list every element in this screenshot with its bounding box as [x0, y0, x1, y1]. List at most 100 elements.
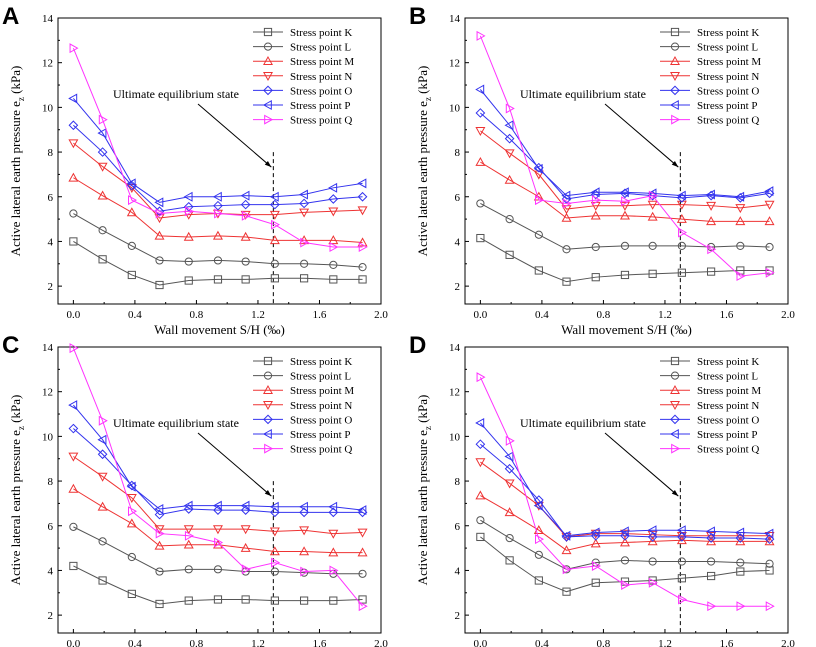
data-point [213, 256, 223, 265]
data-point [240, 525, 251, 535]
data-point [269, 546, 280, 556]
data-point [68, 400, 78, 411]
y-axis-label: Active lateral earth pressure ez (kPa) [415, 395, 433, 586]
data-point [736, 567, 745, 576]
data-point [154, 197, 164, 208]
legend-label: Stress point P [290, 100, 351, 112]
data-point [126, 207, 137, 217]
data-point [68, 93, 78, 104]
series-line [73, 428, 363, 516]
data-point [97, 434, 107, 445]
data-point [476, 372, 486, 383]
annotation-arrow-line [197, 103, 272, 168]
data-point [505, 103, 515, 114]
y-tick-label: 6 [455, 192, 461, 204]
x-tick-label: 0.8 [597, 638, 611, 647]
data-point [358, 242, 368, 253]
data-point [329, 242, 339, 253]
data-point [97, 162, 108, 172]
series-line [73, 456, 363, 535]
data-point [213, 275, 223, 284]
data-point [476, 30, 486, 41]
x-tick-label: 0.8 [190, 638, 204, 647]
y-axis-label: Active lateral earth pressure ez (kPa) [8, 66, 26, 257]
y-axis-label-subscript: z [16, 426, 26, 430]
data-point [619, 210, 630, 220]
series-line [73, 177, 363, 244]
data-point [736, 271, 746, 282]
x-tick-label: 1.2 [251, 638, 265, 647]
data-point [534, 230, 543, 239]
data-point [678, 594, 688, 605]
data-point [241, 595, 250, 604]
legend-label: Stress point O [697, 414, 759, 426]
data-point [184, 565, 193, 574]
legend-label: Stress point N [290, 400, 352, 412]
series-line [480, 237, 770, 283]
data-point [69, 343, 79, 354]
y-axis-label-main: Active lateral earth pressure e [415, 101, 430, 256]
data-point [591, 273, 600, 282]
series-line [72, 404, 363, 511]
data-point [328, 207, 339, 217]
data-point [765, 267, 775, 278]
legend-label: Stress point Q [290, 444, 352, 456]
y-tick-label: 10 [449, 102, 461, 114]
x-tick-label: 0.4 [128, 309, 142, 321]
legend-label: Stress point O [290, 85, 352, 97]
data-point [269, 191, 279, 202]
legend-label: Stress point M [697, 385, 761, 397]
data-point [706, 267, 716, 276]
data-point [535, 534, 544, 545]
series-stress-point-q [69, 43, 368, 253]
y-axis-label-unit: (kPa) [8, 395, 23, 426]
data-point [126, 481, 136, 492]
data-point [764, 186, 774, 197]
data-point [647, 211, 658, 221]
x-tick-label: 0.4 [128, 638, 142, 647]
data-point [155, 567, 164, 576]
y-tick-label: 10 [42, 431, 54, 443]
legend-label: Stress point M [290, 385, 354, 397]
y-tick-label: 14 [449, 342, 461, 354]
data-point [69, 43, 79, 54]
data-point [735, 191, 745, 202]
legend-marker [670, 27, 680, 37]
data-point [505, 533, 514, 543]
y-axis-label-subscript: z [16, 97, 26, 101]
series-line [73, 565, 363, 605]
data-point [476, 516, 485, 525]
data-point [98, 537, 107, 546]
y-axis-label-unit: (kPa) [415, 395, 430, 426]
data-point [621, 579, 631, 590]
data-point [475, 127, 486, 137]
legend-label: Stress point N [697, 400, 759, 412]
data-point [475, 156, 486, 166]
legend: Stress point K Stress point L Stress point… [660, 27, 761, 127]
data-point [69, 522, 78, 531]
series-line [72, 347, 363, 607]
data-point [648, 269, 657, 278]
annotation-text: Ultimate equilibrium state [113, 87, 239, 101]
data-point [476, 199, 485, 208]
data-point [357, 528, 368, 538]
data-point [590, 527, 600, 538]
data-point [505, 250, 514, 259]
panel-letter: A [2, 3, 19, 30]
data-point [677, 532, 687, 542]
series-line [73, 241, 363, 286]
data-point [647, 536, 658, 546]
legend-marker [263, 85, 273, 96]
legend-marker [669, 429, 679, 439]
x-tick-label: 1.6 [720, 309, 734, 321]
data-point [620, 241, 630, 251]
y-tick-label: 6 [48, 192, 54, 204]
data-point [619, 201, 630, 211]
plot-frame [464, 17, 789, 305]
x-axis-label: Wall movement S/H (‰) [561, 322, 692, 337]
legend-label: Stress point Q [290, 115, 352, 127]
x-tick-label: 1.2 [658, 309, 672, 321]
data-point [212, 191, 222, 202]
x-tick-label: 0.0 [474, 638, 488, 647]
